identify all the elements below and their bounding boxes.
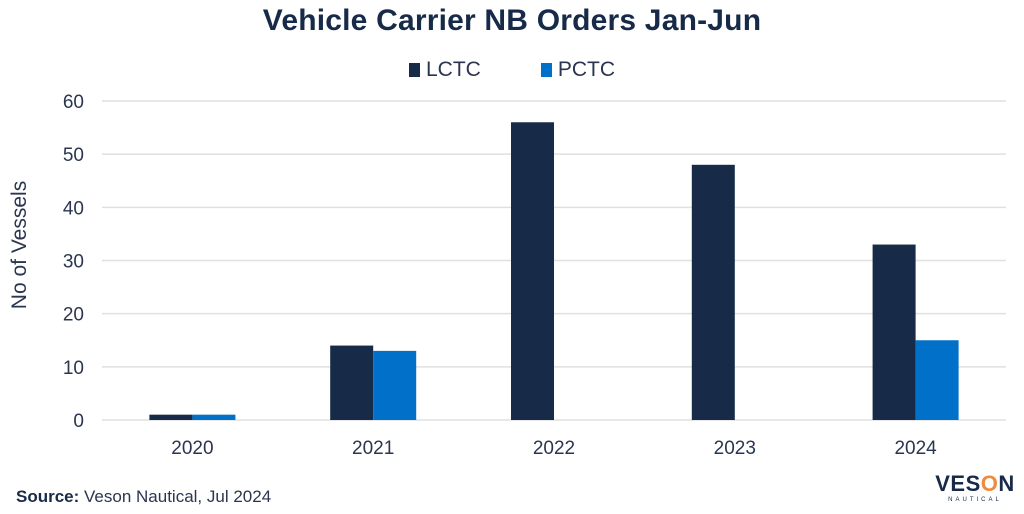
logo-text-prefix: VES [935, 471, 981, 496]
y-tick-label: 50 [63, 145, 84, 166]
x-tick-label: 2020 [171, 438, 213, 459]
y-tick-label: 40 [63, 198, 84, 219]
y-axis-label: No of Vessels [8, 181, 31, 309]
y-tick-label: 30 [63, 252, 84, 273]
legend-swatch-pctc [540, 63, 552, 77]
bar-pctc-2020 [192, 414, 236, 420]
bar-lctc-2023 [691, 164, 735, 420]
legend-item-pctc: PCTC [540, 58, 615, 82]
x-tick-label: 2021 [352, 438, 394, 459]
legend: LCTC PCTC [0, 58, 1024, 82]
logo-o-icon: O [980, 471, 999, 496]
logo-subtext: NAUTICAL [948, 497, 1002, 503]
x-tick-label: 2024 [894, 438, 937, 459]
bar-lctc-2021 [330, 345, 374, 420]
bar-pctc-2021 [373, 350, 417, 420]
bar-pctc-2024 [915, 340, 959, 420]
bar-lctc-2024 [872, 244, 916, 420]
y-tick-label: 0 [73, 411, 84, 432]
veson-logo: VESON NAUTICAL [930, 471, 1020, 504]
source-label: Source: [16, 487, 80, 506]
bar-lctc-2020 [149, 414, 193, 420]
source-text: Veson Nautical, Jul 2024 [79, 487, 272, 506]
chart-title: Vehicle Carrier NB Orders Jan-Jun [262, 4, 762, 37]
source-note: Source: Veson Nautical, Jul 2024 [16, 487, 271, 507]
x-tick-label: 2022 [533, 438, 575, 459]
y-tick-label: 60 [63, 92, 84, 113]
legend-swatch-lctc [408, 63, 420, 77]
bar-lctc-2022 [511, 122, 554, 421]
x-tick-label: 2023 [714, 438, 756, 459]
legend-label-pctc: PCTC [557, 58, 615, 81]
y-tick-label: 20 [63, 305, 84, 326]
logo-text-suffix: N [998, 471, 1015, 496]
legend-label-lctc: LCTC [425, 58, 481, 81]
legend-item-lctc: LCTC [408, 58, 481, 82]
y-tick-label: 10 [63, 358, 84, 379]
